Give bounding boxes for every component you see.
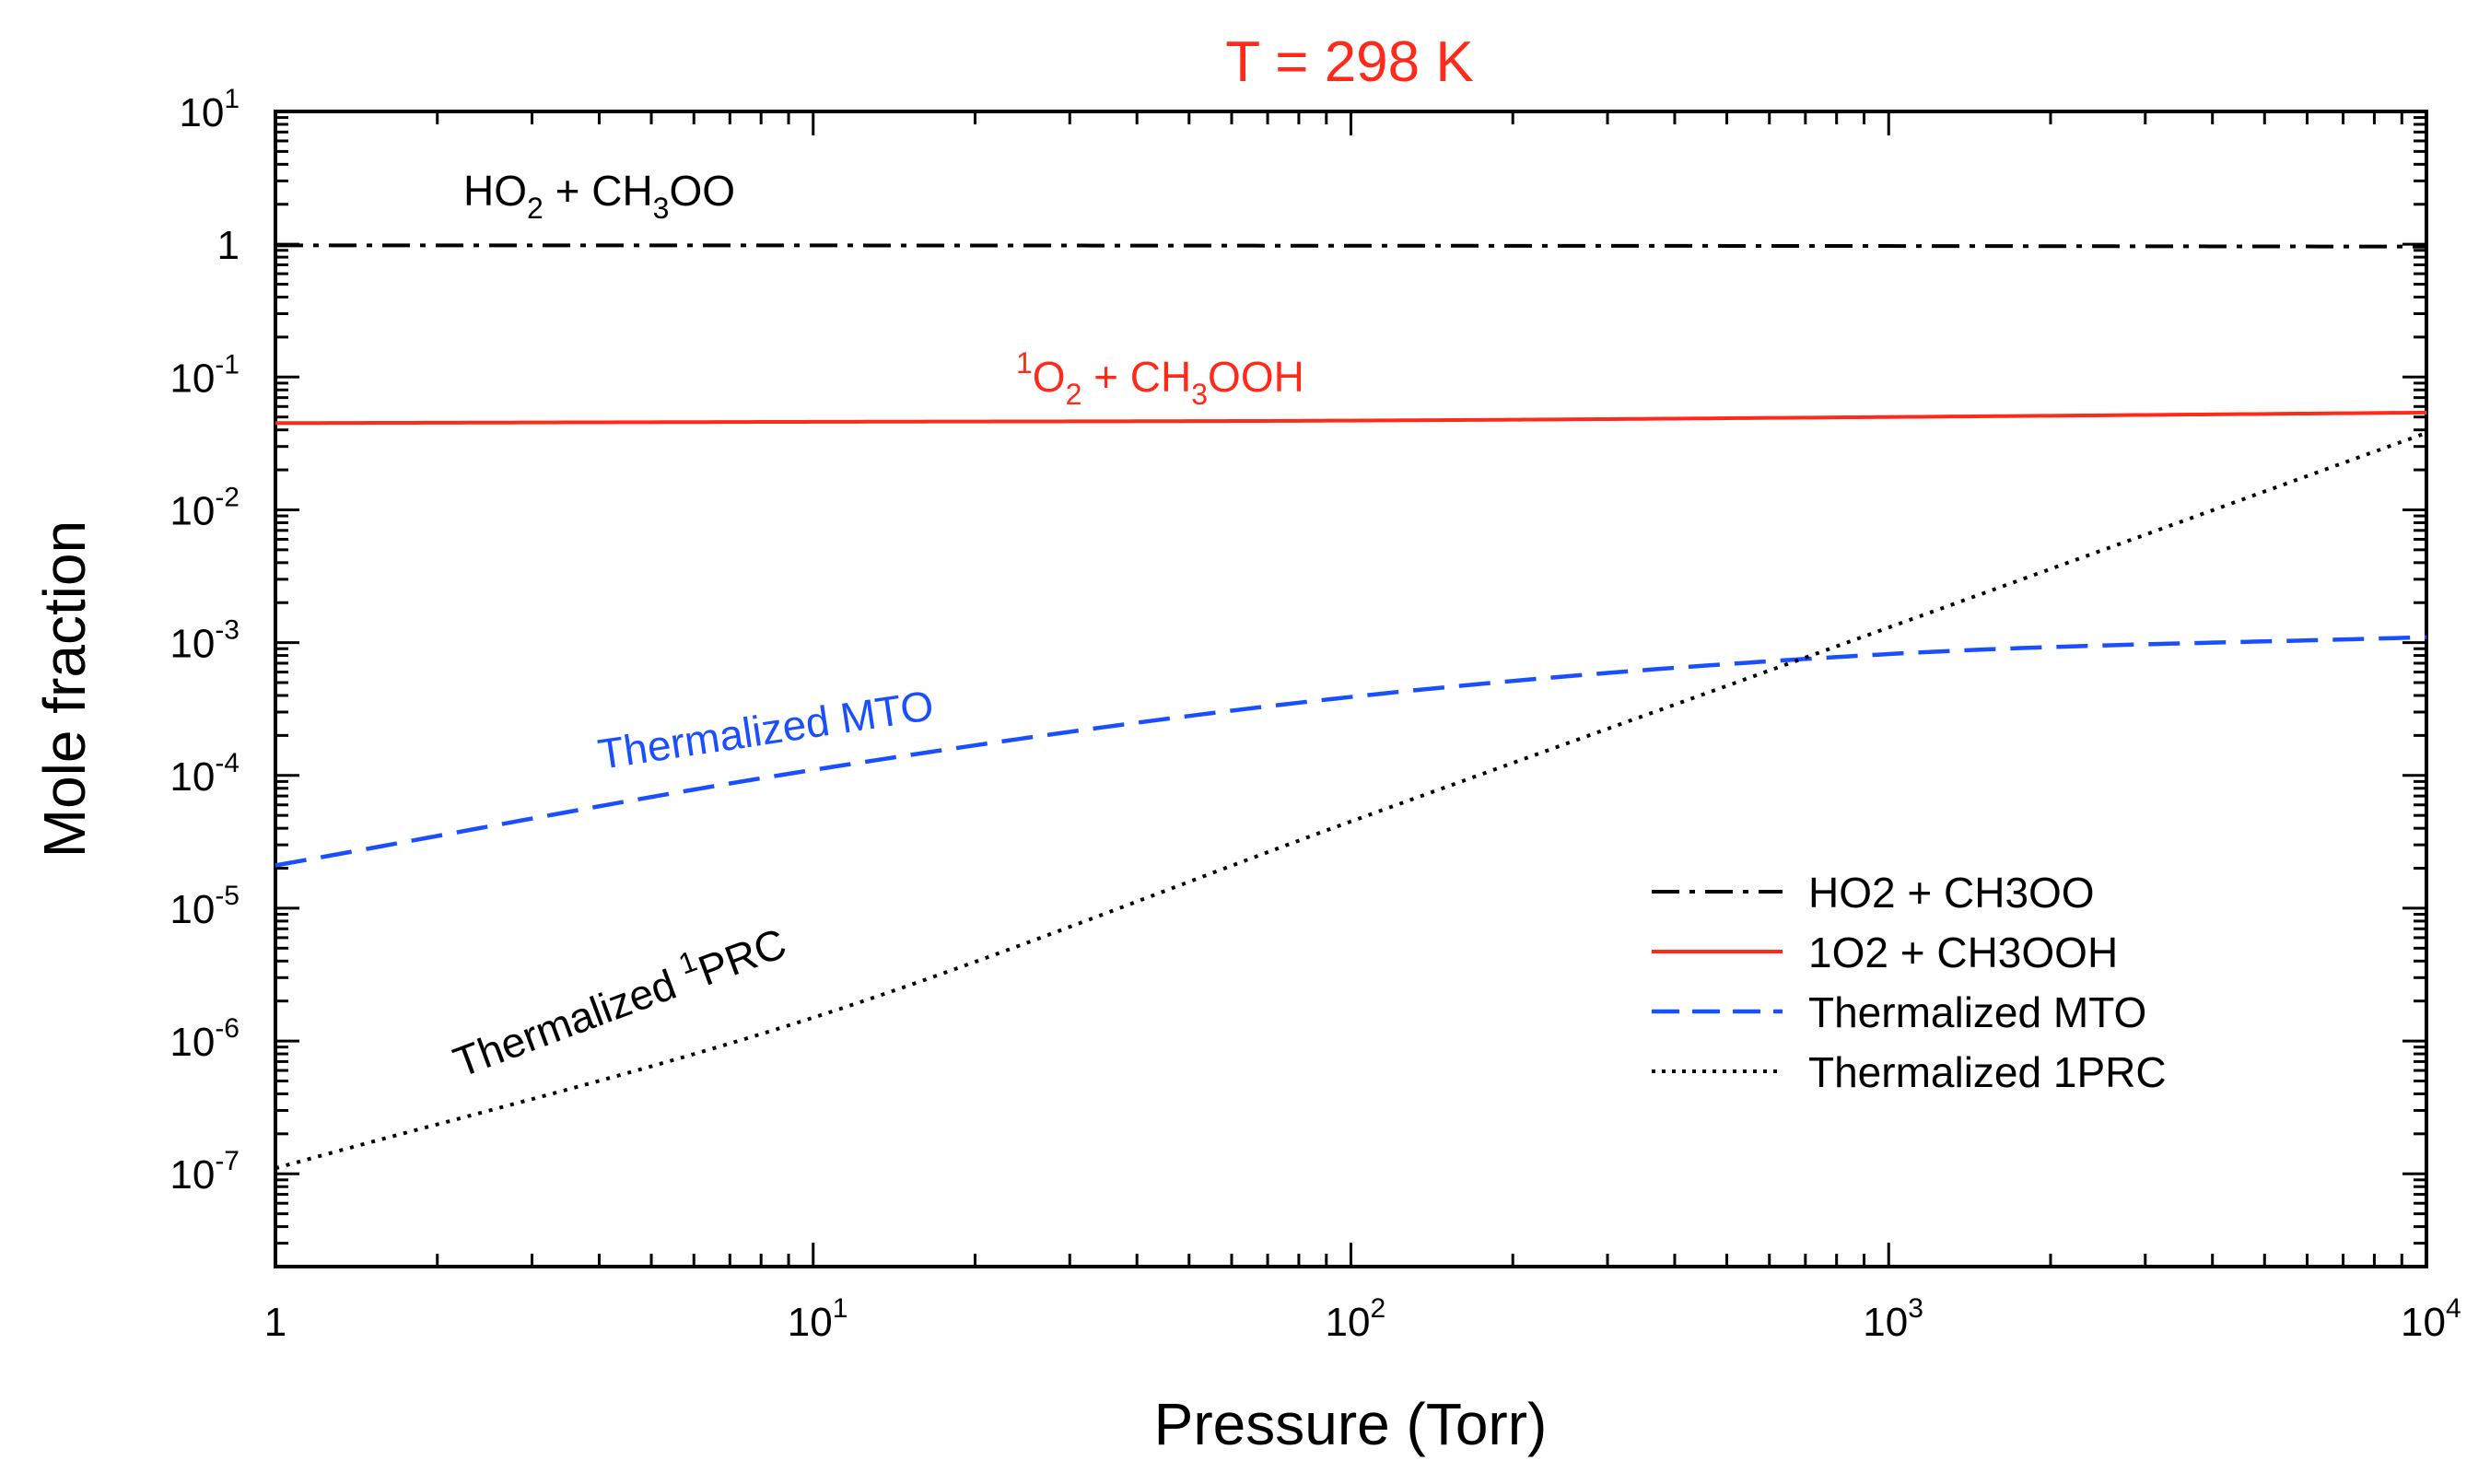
legend-label-1o2-ch3ooh: 1O2 + CH3OOH <box>1808 929 2118 976</box>
label-prc: Thermalized 1PRC <box>445 913 792 1087</box>
y-tick-label: 101 <box>179 84 240 135</box>
y-tick-label: 10-7 <box>170 1146 240 1198</box>
label-1o2: 1O2 + CH3OOH <box>1016 346 1304 411</box>
legend-label-thermalized-1prc: Thermalized 1PRC <box>1808 1048 2167 1096</box>
x-tick-label: 104 <box>2401 1293 2461 1345</box>
legend-label-thermalized-mto: Thermalized MTO <box>1808 988 2146 1036</box>
x-tick-label: 1 <box>264 1300 286 1345</box>
y-tick-label: 10-6 <box>170 1013 240 1065</box>
y-tick-label: 10-1 <box>170 349 240 401</box>
y-tick-label: 10-2 <box>170 482 240 533</box>
series-layer <box>275 243 2427 1171</box>
x-tick-label: 101 <box>788 1293 848 1345</box>
y-tick-label: 10-5 <box>170 881 240 932</box>
y-tick-label: 1 <box>217 223 240 268</box>
y-axis-title: Mole fraction <box>31 520 98 858</box>
series-line-thermalized-mto <box>275 635 2427 868</box>
axis-tick-labels: 1 101 102 103 104 101 1 10-1 10-2 10-3 10-4 10-5 10-… <box>170 84 2461 1345</box>
y-tick-label: 10-4 <box>170 748 240 800</box>
series-line-ho2-ch3oo <box>275 243 2427 249</box>
legend-label-ho2-ch3oo: HO2 + CH3OO <box>1808 869 2095 917</box>
x-axis-title: Pressure (Torr) <box>1154 1391 1548 1457</box>
x-tick-label: 103 <box>1863 1293 1923 1345</box>
label-ho2: HO2 + CH3OO <box>463 167 735 225</box>
series-line-1o2-ch3ooh <box>275 410 2427 426</box>
y-tick-label: 10-3 <box>170 615 240 667</box>
x-tick-label: 102 <box>1326 1293 1386 1345</box>
chart-title: T = 298 K <box>1225 30 1473 94</box>
legend: HO2 + CH3OO 1O2 + CH3OOH Thermalized MTO… <box>1652 869 2167 1096</box>
axis-ticks <box>274 111 2426 1268</box>
series-line-thermalized-1prc <box>275 431 2427 1171</box>
label-mto: Thermalized MTO <box>595 681 937 778</box>
